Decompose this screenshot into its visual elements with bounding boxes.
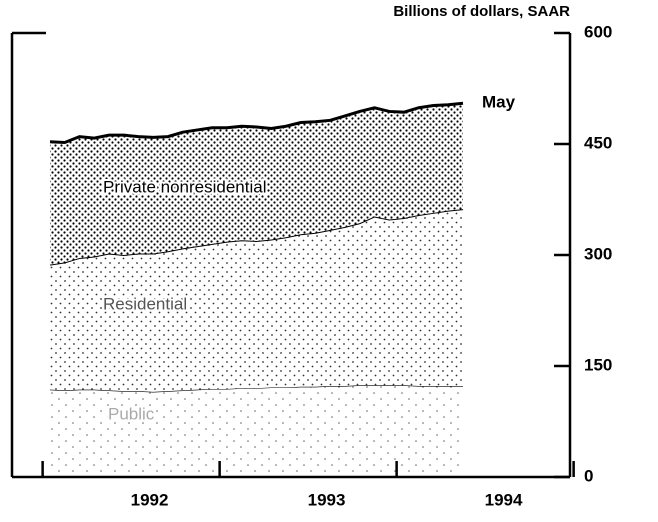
area xyxy=(50,209,463,392)
series-label: Public xyxy=(108,404,155,423)
series-label: Private nonresidential xyxy=(103,177,266,196)
boundary-line xyxy=(49,101,464,145)
y-tick-label: 150 xyxy=(584,355,612,374)
series-label: Residential xyxy=(103,294,187,313)
end-annotation: May xyxy=(482,92,516,111)
y-tick-label: 450 xyxy=(584,133,612,152)
series-label: Public xyxy=(108,404,155,423)
area xyxy=(50,103,463,265)
series-label: Private nonresidential xyxy=(103,177,266,196)
y-tick-label: 600 xyxy=(584,22,612,41)
series-label: Residential xyxy=(103,294,187,313)
subtitle: Billions of dollars, SAAR xyxy=(393,3,570,20)
x-tick-label: 1994 xyxy=(485,490,523,509)
y-tick-label: 0 xyxy=(584,466,593,485)
y-tick-label: 300 xyxy=(584,244,612,263)
area xyxy=(50,385,463,477)
areas xyxy=(49,101,464,477)
x-tick-label: 1993 xyxy=(308,490,346,509)
x-tick-label: 1992 xyxy=(131,490,169,509)
